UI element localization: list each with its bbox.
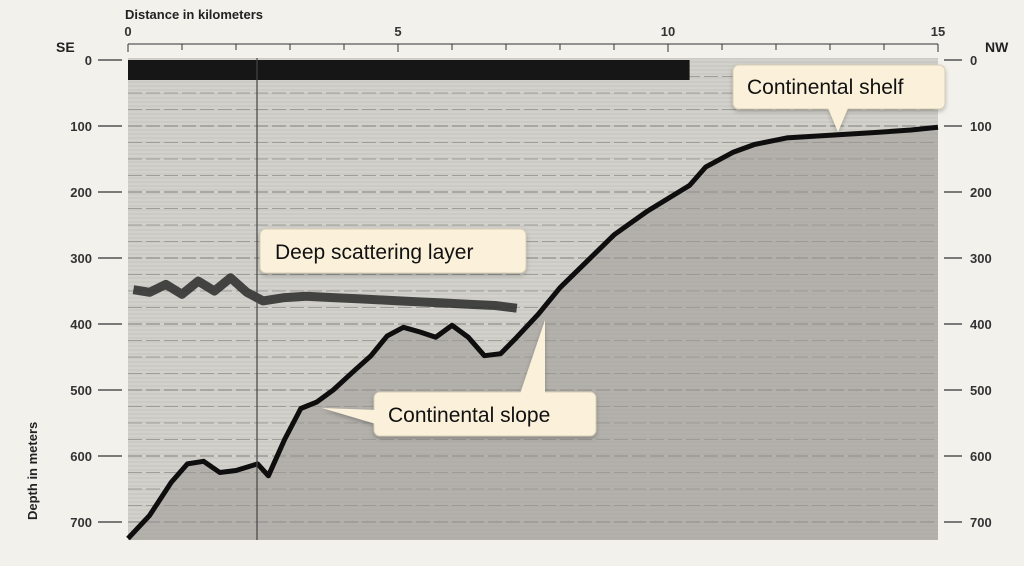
y-tick-label-left: 500 bbox=[70, 383, 92, 398]
y-tick-label-right: 0 bbox=[970, 53, 977, 68]
y-tick-label-left: 0 bbox=[85, 53, 92, 68]
y-tick-label-left: 700 bbox=[70, 515, 92, 530]
callout-deep-scattering-layer bbox=[259, 228, 527, 274]
x-tick-label: 5 bbox=[394, 24, 401, 39]
callout-scattering-text: Deep scattering layer bbox=[275, 241, 473, 264]
y-tick-label-left: 200 bbox=[70, 185, 92, 200]
y-tick-label-left: 600 bbox=[70, 449, 92, 464]
direction-se-label: SE bbox=[56, 39, 75, 55]
y-tick-label-right: 200 bbox=[970, 185, 992, 200]
callout-slope-text: Continental slope bbox=[388, 404, 550, 427]
y-axis-title: Depth in meters bbox=[25, 422, 40, 520]
y-tick-label-right: 300 bbox=[970, 251, 992, 266]
seafloor-profile bbox=[126, 124, 939, 541]
x-axis-ticks: 0 5 10 15 bbox=[124, 24, 945, 52]
x-tick-label: 0 bbox=[124, 24, 131, 39]
callout-continental-shelf bbox=[732, 64, 946, 132]
y-tick-label-left: 300 bbox=[70, 251, 92, 266]
y-tick-label-right: 100 bbox=[970, 119, 992, 134]
x-tick-label: 10 bbox=[661, 24, 675, 39]
callout-continental-slope bbox=[322, 320, 597, 437]
y-tick-label-right: 500 bbox=[970, 383, 992, 398]
x-axis-title: Distance in kilometers bbox=[125, 7, 263, 22]
y-tick-label-right: 600 bbox=[970, 449, 992, 464]
direction-nw-label: NW bbox=[985, 39, 1009, 55]
surface-echo-band bbox=[128, 60, 690, 80]
y-tick-label-right: 700 bbox=[970, 515, 992, 530]
y-tick-label-left: 100 bbox=[70, 119, 92, 134]
y-tick-label-left: 400 bbox=[70, 317, 92, 332]
seafloor-shading bbox=[128, 127, 938, 541]
callout-shelf-text: Continental shelf bbox=[747, 76, 904, 99]
x-tick-label: 15 bbox=[931, 24, 945, 39]
scattering-layer-trace bbox=[132, 273, 518, 313]
y-axis-ticks-right: 0 100 200 300 400 500 600 700 bbox=[944, 53, 992, 530]
y-tick-label-right: 400 bbox=[970, 317, 992, 332]
y-axis-ticks-left: 0 100 200 300 400 500 600 700 bbox=[70, 53, 122, 530]
